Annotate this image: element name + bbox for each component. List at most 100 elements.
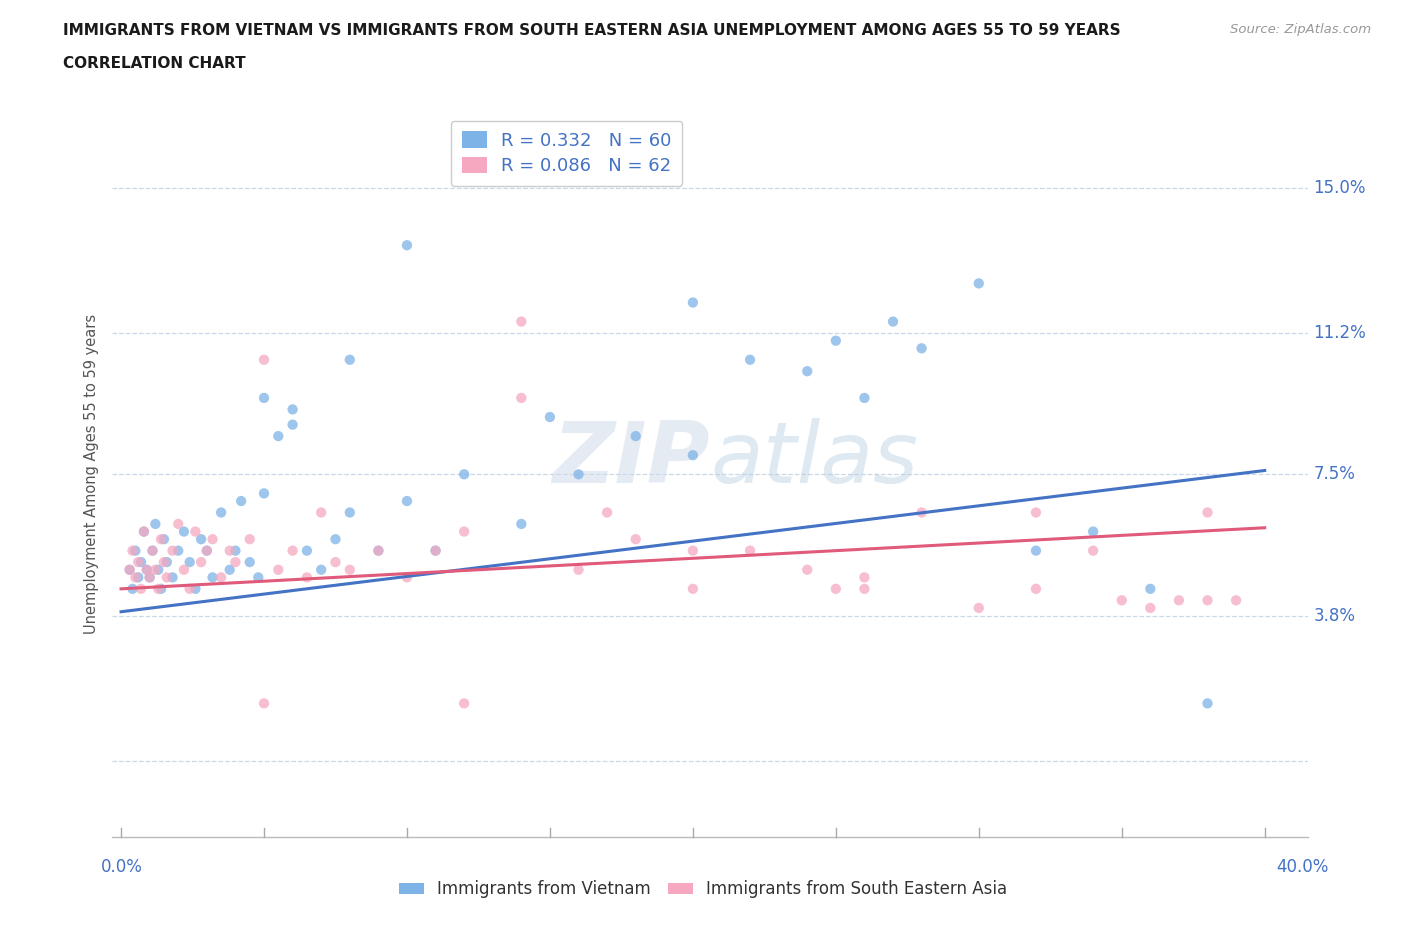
Point [253, 391, 276, 405]
Point [624, 429, 647, 444]
Point [853, 391, 876, 405]
Point [135, 563, 157, 578]
Point [1111, 592, 1133, 607]
Point [1197, 696, 1219, 711]
Point [179, 581, 201, 596]
Point [425, 543, 447, 558]
Point [967, 601, 990, 616]
Point [132, 525, 155, 539]
Text: 40.0%: 40.0% [1277, 857, 1329, 876]
Point [118, 563, 141, 578]
Point [538, 409, 561, 424]
Point [567, 467, 589, 482]
Point [231, 494, 253, 509]
Point [309, 505, 332, 520]
Point [153, 554, 176, 569]
Point [167, 516, 190, 531]
Point [738, 352, 761, 367]
Point [201, 532, 224, 547]
Point [339, 563, 361, 578]
Text: 0.0%: 0.0% [101, 857, 143, 876]
Text: 11.2%: 11.2% [1313, 324, 1367, 342]
Point [162, 543, 184, 558]
Point [682, 543, 704, 558]
Point [156, 570, 179, 585]
Point [295, 543, 318, 558]
Point [162, 570, 184, 585]
Point [267, 563, 290, 578]
Text: 3.8%: 3.8% [1313, 606, 1355, 625]
Point [853, 581, 876, 596]
Point [395, 238, 418, 253]
Point [253, 696, 276, 711]
Point [145, 516, 167, 531]
Point [281, 418, 304, 432]
Point [567, 563, 589, 578]
Text: IMMIGRANTS FROM VIETNAM VS IMMIGRANTS FROM SOUTH EASTERN ASIA UNEMPLOYMENT AMONG: IMMIGRANTS FROM VIETNAM VS IMMIGRANTS FR… [63, 23, 1121, 38]
Text: ZIP: ZIP [553, 418, 710, 501]
Point [209, 570, 232, 585]
Point [738, 543, 761, 558]
Point [796, 364, 818, 379]
Point [510, 314, 533, 329]
Point [910, 505, 932, 520]
Point [853, 570, 876, 585]
Point [682, 295, 704, 310]
Point [150, 532, 173, 547]
Point [339, 505, 361, 520]
Point [124, 543, 146, 558]
Point [129, 581, 152, 596]
Text: atlas: atlas [710, 418, 918, 501]
Point [281, 543, 304, 558]
Point [145, 563, 167, 578]
Point [824, 333, 846, 348]
Point [309, 563, 332, 578]
Point [425, 543, 447, 558]
Point [218, 543, 240, 558]
Point [367, 543, 389, 558]
Text: CORRELATION CHART: CORRELATION CHART [63, 56, 246, 71]
Point [1139, 581, 1161, 596]
Point [624, 532, 647, 547]
Point [281, 402, 304, 417]
Point [138, 570, 160, 585]
Point [510, 391, 533, 405]
Text: 15.0%: 15.0% [1313, 179, 1367, 197]
Point [127, 570, 149, 585]
Point [153, 532, 176, 547]
Point [1167, 592, 1189, 607]
Legend: R = 0.332   N = 60, R = 0.086   N = 62: R = 0.332 N = 60, R = 0.086 N = 62 [451, 121, 682, 186]
Point [195, 543, 218, 558]
Point [267, 429, 290, 444]
Point [173, 525, 195, 539]
Point [156, 554, 179, 569]
Point [453, 525, 475, 539]
Point [247, 570, 270, 585]
Point [596, 505, 619, 520]
Point [190, 532, 212, 547]
Legend: Immigrants from Vietnam, Immigrants from South Eastern Asia: Immigrants from Vietnam, Immigrants from… [392, 873, 1014, 905]
Point [339, 352, 361, 367]
Point [1025, 543, 1047, 558]
Point [218, 563, 240, 578]
Point [453, 467, 475, 482]
Point [224, 554, 246, 569]
Point [824, 581, 846, 596]
Point [201, 570, 224, 585]
Point [141, 543, 163, 558]
Point [132, 525, 155, 539]
Point [967, 276, 990, 291]
Point [295, 570, 318, 585]
Point [1025, 581, 1047, 596]
Text: 7.5%: 7.5% [1313, 465, 1355, 484]
Point [121, 543, 143, 558]
Point [239, 532, 262, 547]
Point [1025, 505, 1047, 520]
Point [239, 554, 262, 569]
Point [148, 581, 170, 596]
Point [138, 570, 160, 585]
Point [1197, 592, 1219, 607]
Point [195, 543, 218, 558]
Point [325, 532, 347, 547]
Point [395, 570, 418, 585]
